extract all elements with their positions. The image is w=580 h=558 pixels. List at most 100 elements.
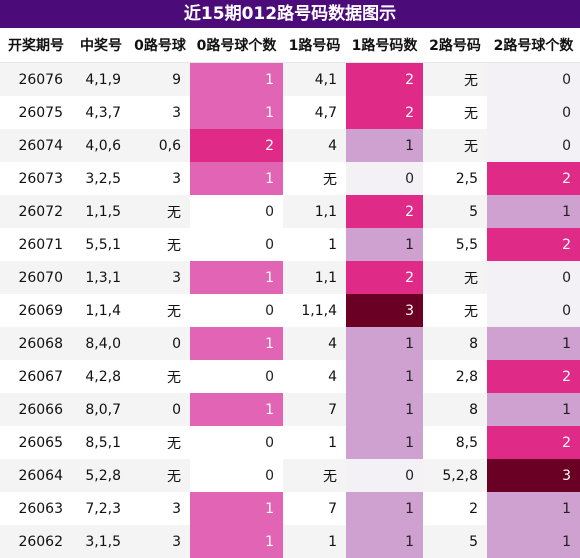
road0-count-cell: 1 <box>190 525 283 558</box>
road0-count-cell: 1 <box>190 327 283 360</box>
road0-numbers-cell: 无 <box>130 426 190 459</box>
road1-count-cell: 1 <box>346 228 423 261</box>
period-cell: 26066 <box>0 393 72 426</box>
period-cell: 26070 <box>0 261 72 294</box>
period-cell: 26075 <box>0 96 72 129</box>
road0-numbers-cell: 无 <box>130 459 190 492</box>
road0-numbers-cell: 3 <box>130 261 190 294</box>
road1-numbers-cell: 1,1 <box>283 261 346 294</box>
road1-count-cell: 2 <box>346 195 423 228</box>
period-cell: 26068 <box>0 327 72 360</box>
road0-numbers-cell: 3 <box>130 492 190 525</box>
road2-count-cell: 2 <box>487 426 580 459</box>
road2-count-cell: 0 <box>487 62 580 96</box>
table-row: 26072 1,1,5 无 0 1,1 2 5 1 <box>0 195 580 228</box>
road2-count-cell: 1 <box>487 195 580 228</box>
road2-count-cell: 1 <box>487 525 580 558</box>
road0-count-cell: 0 <box>190 195 283 228</box>
road2-numbers-cell: 2,5 <box>423 162 487 195</box>
road2-count-cell: 3 <box>487 459 580 492</box>
road2-numbers-cell: 无 <box>423 294 487 327</box>
table-row: 26070 1,3,1 3 1 1,1 2 无 0 <box>0 261 580 294</box>
col-header-road2-numbers: 2路号码 <box>423 28 487 63</box>
road2-numbers-cell: 无 <box>423 261 487 294</box>
road0-numbers-cell: 3 <box>130 96 190 129</box>
winning-number-cell: 8,5,1 <box>72 426 130 459</box>
table-row: 26074 4,0,6 0,6 2 4 1 无 0 <box>0 129 580 162</box>
road2-count-cell: 2 <box>487 228 580 261</box>
period-cell: 26076 <box>0 62 72 96</box>
table-row: 26067 4,2,8 无 0 4 1 2,8 2 <box>0 360 580 393</box>
winning-number-cell: 1,1,4 <box>72 294 130 327</box>
table-row: 26064 5,2,8 无 0 无 0 5,2,8 3 <box>0 459 580 492</box>
table-row: 26076 4,1,9 9 1 4,1 2 无 0 <box>0 62 580 96</box>
winning-number-cell: 1,1,5 <box>72 195 130 228</box>
winning-number-cell: 4,1,9 <box>72 62 130 96</box>
winning-number-cell: 4,3,7 <box>72 96 130 129</box>
road2-count-cell: 0 <box>487 294 580 327</box>
road0-numbers-cell: 无 <box>130 294 190 327</box>
road0-count-cell: 0 <box>190 360 283 393</box>
road0-numbers-cell: 无 <box>130 195 190 228</box>
road1-numbers-cell: 1,1 <box>283 195 346 228</box>
page-title: 近15期012路号码数据图示 <box>0 0 580 28</box>
road0-numbers-cell: 0,6 <box>130 129 190 162</box>
table-row: 26068 8,4,0 0 1 4 1 8 1 <box>0 327 580 360</box>
period-cell: 26062 <box>0 525 72 558</box>
table-row: 26062 3,1,5 3 1 1 1 5 1 <box>0 525 580 558</box>
period-cell: 26069 <box>0 294 72 327</box>
road0-count-cell: 0 <box>190 294 283 327</box>
table-row: 26071 5,5,1 无 0 1 1 5,5 2 <box>0 228 580 261</box>
road1-numbers-cell: 7 <box>283 492 346 525</box>
road2-numbers-cell: 8,5 <box>423 426 487 459</box>
road0-count-cell: 1 <box>190 162 283 195</box>
winning-number-cell: 8,0,7 <box>72 393 130 426</box>
road1-numbers-cell: 无 <box>283 459 346 492</box>
winning-number-cell: 7,2,3 <box>72 492 130 525</box>
col-header-road0-count: 0路号球个数 <box>190 28 283 63</box>
road1-numbers-cell: 4 <box>283 327 346 360</box>
road2-count-cell: 1 <box>487 327 580 360</box>
road0-count-cell: 1 <box>190 492 283 525</box>
period-cell: 26067 <box>0 360 72 393</box>
table-row: 26075 4,3,7 3 1 4,7 2 无 0 <box>0 96 580 129</box>
period-cell: 26071 <box>0 228 72 261</box>
road0-numbers-cell: 3 <box>130 525 190 558</box>
road1-count-cell: 0 <box>346 459 423 492</box>
road1-count-cell: 2 <box>346 62 423 96</box>
road0-numbers-cell: 无 <box>130 228 190 261</box>
col-header-road2-count: 2路号球个数 <box>487 28 580 63</box>
table-row: 26073 3,2,5 3 1 无 0 2,5 2 <box>0 162 580 195</box>
road2-numbers-cell: 无 <box>423 129 487 162</box>
col-header-winning-number: 中奖号 <box>72 28 130 63</box>
road2-count-cell: 0 <box>487 129 580 162</box>
road2-numbers-cell: 无 <box>423 62 487 96</box>
road0-numbers-cell: 3 <box>130 162 190 195</box>
road0-count-cell: 1 <box>190 393 283 426</box>
road2-numbers-cell: 2 <box>423 492 487 525</box>
road1-numbers-cell: 4,1 <box>283 62 346 96</box>
road1-count-cell: 1 <box>346 492 423 525</box>
winning-number-cell: 3,2,5 <box>72 162 130 195</box>
winning-number-cell: 5,5,1 <box>72 228 130 261</box>
col-header-road1-count: 1路号码数 <box>346 28 423 63</box>
road1-count-cell: 3 <box>346 294 423 327</box>
road0-numbers-cell: 9 <box>130 62 190 96</box>
road0-numbers-cell: 无 <box>130 360 190 393</box>
road1-numbers-cell: 无 <box>283 162 346 195</box>
road2-count-cell: 1 <box>487 393 580 426</box>
col-header-road0-numbers: 0路号球 <box>130 28 190 63</box>
road2-count-cell: 0 <box>487 261 580 294</box>
road1-numbers-cell: 1 <box>283 426 346 459</box>
road2-numbers-cell: 5 <box>423 195 487 228</box>
col-header-road1-numbers: 1路号码 <box>283 28 346 63</box>
road1-count-cell: 1 <box>346 327 423 360</box>
road1-numbers-cell: 1 <box>283 525 346 558</box>
road2-count-cell: 0 <box>487 96 580 129</box>
winning-number-cell: 5,2,8 <box>72 459 130 492</box>
period-cell: 26063 <box>0 492 72 525</box>
period-cell: 26064 <box>0 459 72 492</box>
road0-count-cell: 0 <box>190 459 283 492</box>
road2-numbers-cell: 5,2,8 <box>423 459 487 492</box>
road2-numbers-cell: 8 <box>423 393 487 426</box>
